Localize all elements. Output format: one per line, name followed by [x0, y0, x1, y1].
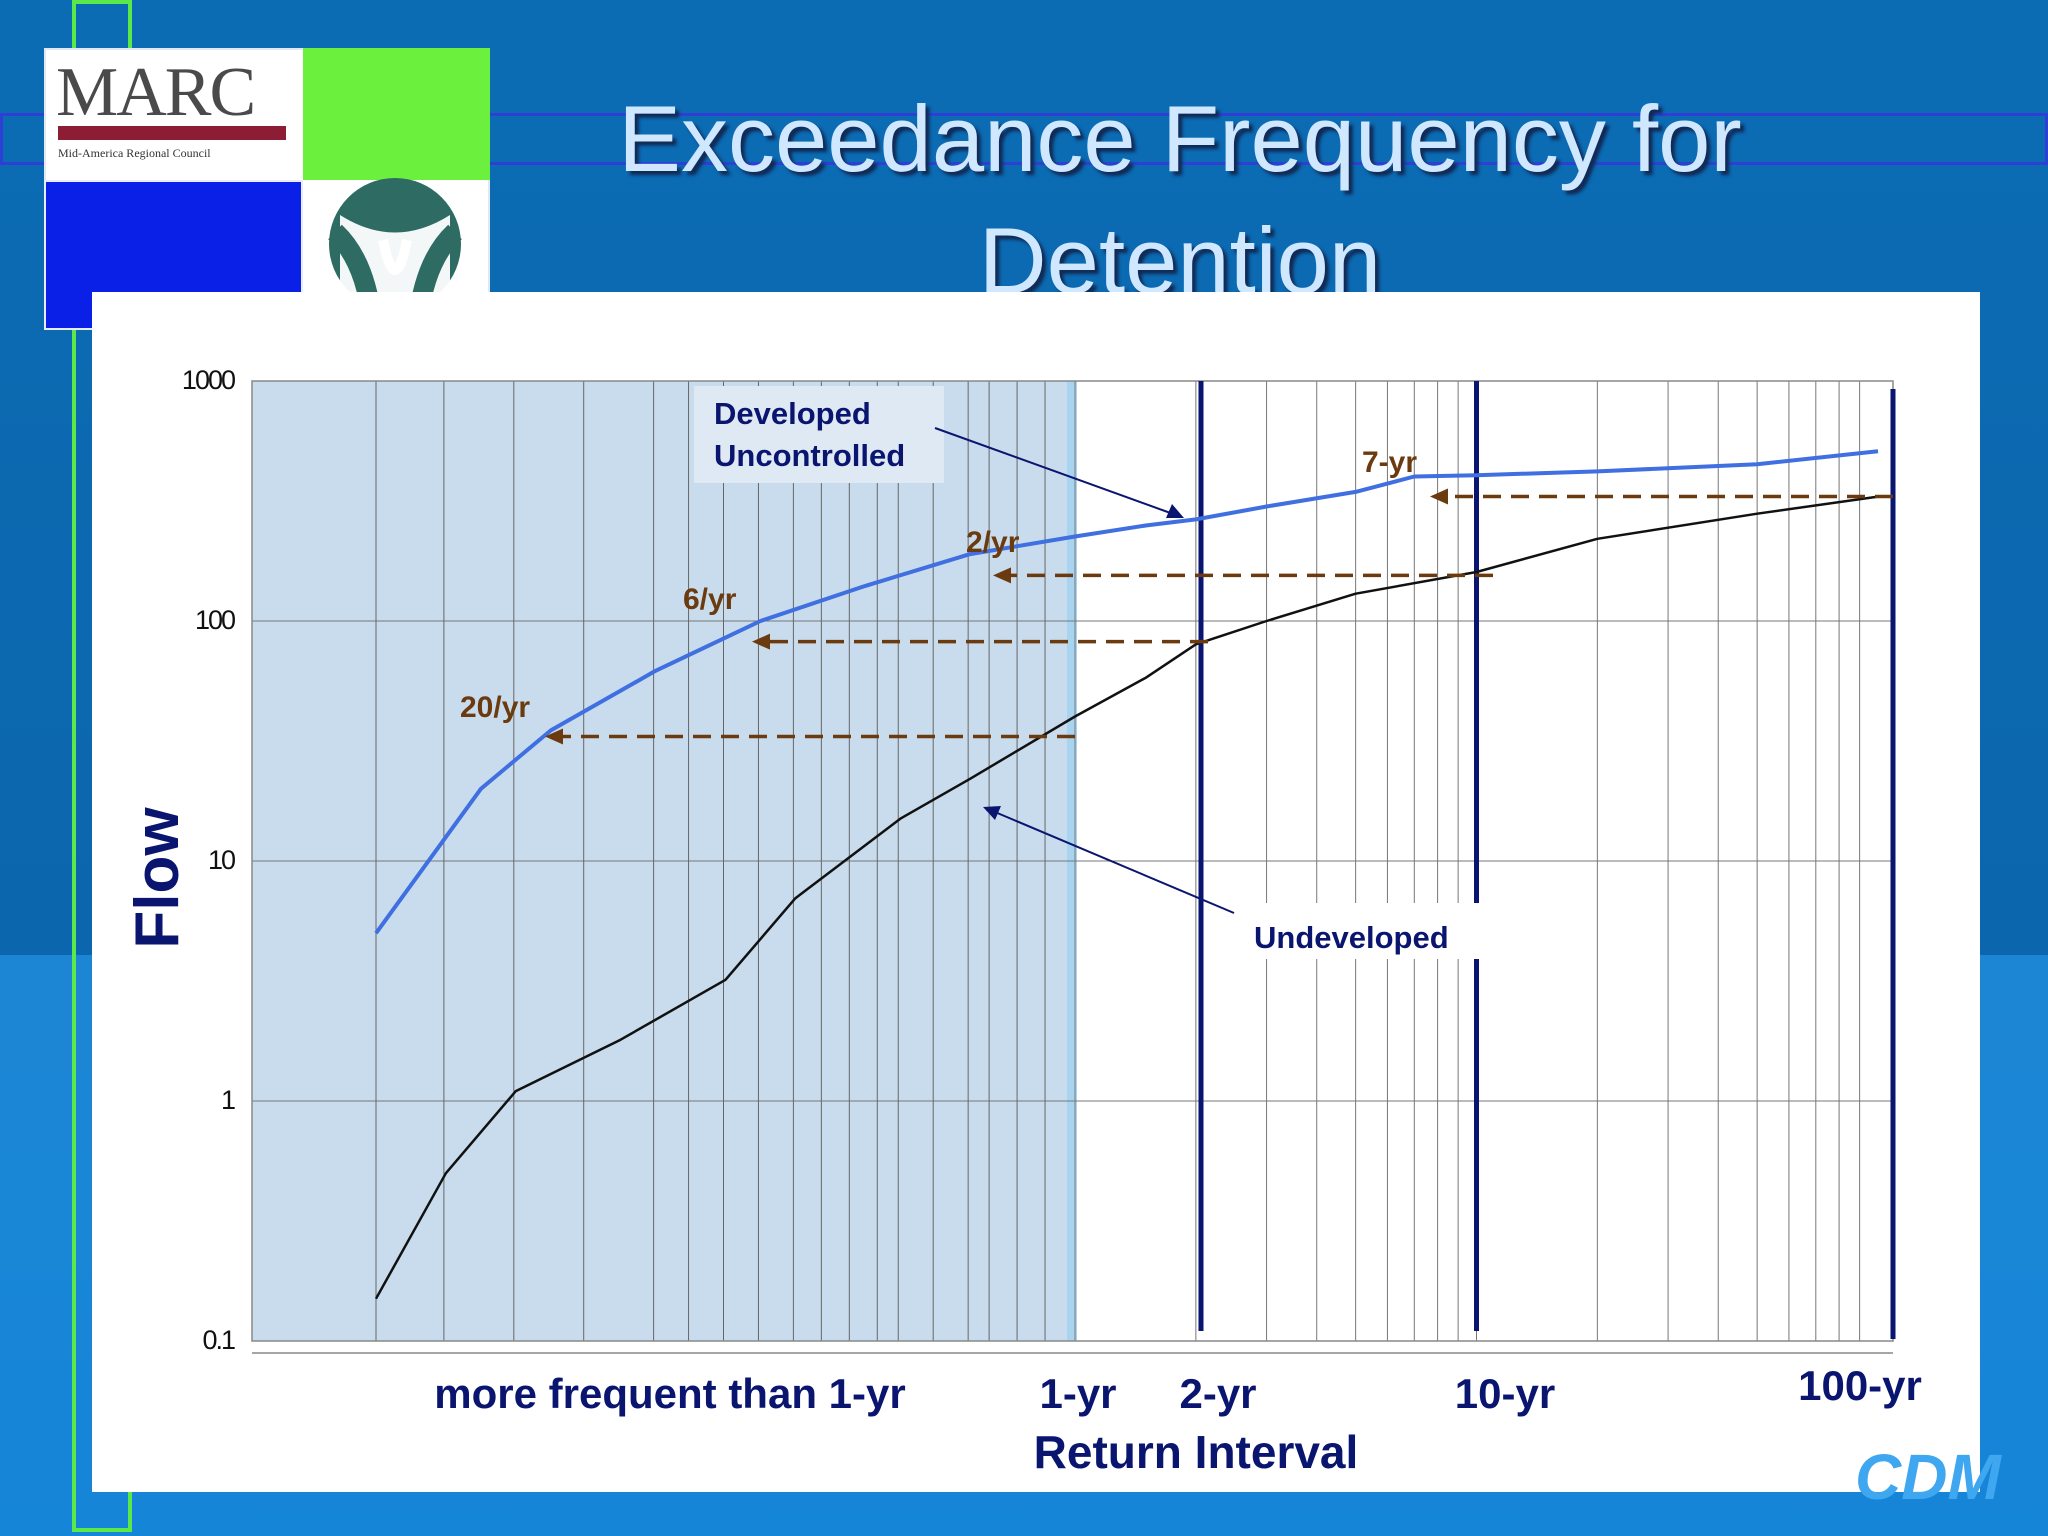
- annotation-arrowhead: [752, 633, 770, 650]
- x-axis-label: Return Interval: [1034, 1426, 1359, 1478]
- undeveloped-callout-label: Undeveloped: [1254, 920, 1449, 955]
- annotation-arrowhead: [545, 728, 563, 745]
- x-region-label: 1-yr: [1039, 1370, 1116, 1417]
- cdm-watermark: CDM: [1855, 1441, 2001, 1513]
- annotation-arrowhead: [993, 567, 1011, 584]
- x-region-label: 2-yr: [1179, 1370, 1256, 1417]
- page-title: Exceedance Frequency for Detention: [520, 78, 1840, 322]
- developed-uncontrolled-line: [374, 449, 1879, 935]
- y-tick-label: 1000: [182, 365, 235, 395]
- x-region-label: more frequent than 1-yr: [434, 1370, 905, 1417]
- title-band-line: [0, 113, 2048, 165]
- undeveloped-callout-arrowhead: [983, 806, 1001, 820]
- annotation-arrowhead: [1430, 488, 1448, 505]
- y-tick-label: 1: [221, 1085, 235, 1115]
- logo-green-block: [303, 48, 490, 180]
- marc-logo-subtitle: Mid-America Regional Council: [58, 146, 211, 160]
- y-tick-label: 0.1: [202, 1325, 235, 1355]
- annotation-label: 7-yr: [1362, 446, 1417, 479]
- developed-callout-line2: Uncontrolled: [714, 438, 905, 473]
- undeveloped-line: [374, 495, 1879, 1300]
- developed-callout-line1: Developed: [714, 396, 871, 431]
- y-tick-label: 100: [195, 605, 235, 635]
- marc-logo-bar: [58, 126, 286, 140]
- undeveloped-callout-box: [1244, 903, 1484, 959]
- annotation-label: 6/yr: [683, 583, 737, 616]
- developed-callout-arrowhead: [1166, 504, 1184, 518]
- x-region-label: 100-yr: [1798, 1362, 1922, 1409]
- developed-callout-pointer: [934, 427, 1177, 516]
- y-axis-label: Flow: [123, 807, 192, 949]
- x-region-label: 10-yr: [1455, 1370, 1555, 1417]
- annotation-label: 2/yr: [966, 526, 1020, 559]
- undeveloped-callout-pointer: [994, 811, 1235, 914]
- title-line-1: Exceedance Frequency for: [618, 86, 1742, 191]
- y-tick-label: 10: [208, 845, 235, 875]
- annotation-label: 20/yr: [460, 691, 530, 724]
- developed-callout-box: [694, 386, 944, 483]
- marc-logo-text: MARC: [56, 54, 256, 131]
